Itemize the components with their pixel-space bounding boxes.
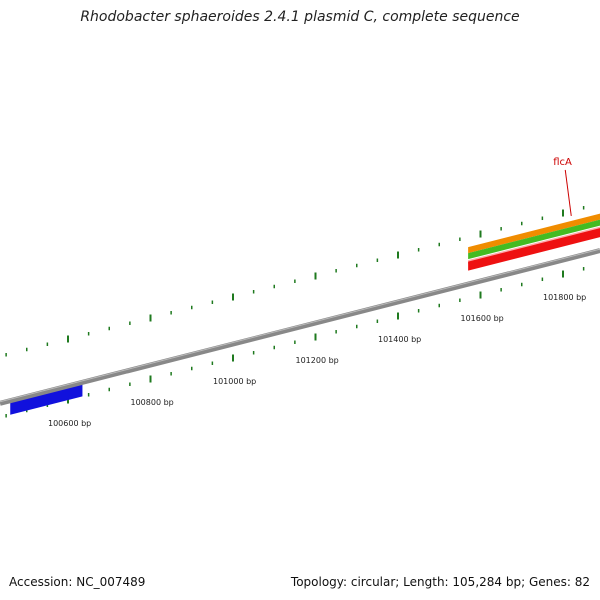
lower-tick-track [5,267,585,418]
gene-leader-line [564,169,572,216]
map-title: Rhodobacter sphaeroides 2.4.1 plasmid C,… [80,9,520,25]
backbone-line [0,248,600,406]
tick-label: 101000 bp [213,377,256,386]
upper-tick-track [5,206,585,357]
tick-label: 101800 bp [543,293,586,302]
orange-feature-bar [468,213,600,254]
backbone-track [0,248,600,406]
tick-label-track: 100600 bp 100800 bp 101000 bp 101200 bp 1014… [48,293,586,428]
backbone-highlight [0,248,600,403]
tick-label: 101200 bp [296,356,339,365]
footer-accession: Accession: NC_007489 [9,575,146,589]
gene-label-track: flcA [553,157,572,216]
blue-feature-bar [10,384,83,415]
footer-summary: Topology: circular; Length: 105,284 bp; … [290,575,590,589]
tick-label: 101600 bp [461,314,504,323]
gene-label: flcA [553,157,572,168]
feature-track [10,213,600,415]
tick-label: 100600 bp [48,419,91,428]
green-feature-bar [468,219,600,260]
tick-label: 100800 bp [131,398,174,407]
tick-label: 101400 bp [378,335,421,344]
red-feature-bar [468,228,600,271]
